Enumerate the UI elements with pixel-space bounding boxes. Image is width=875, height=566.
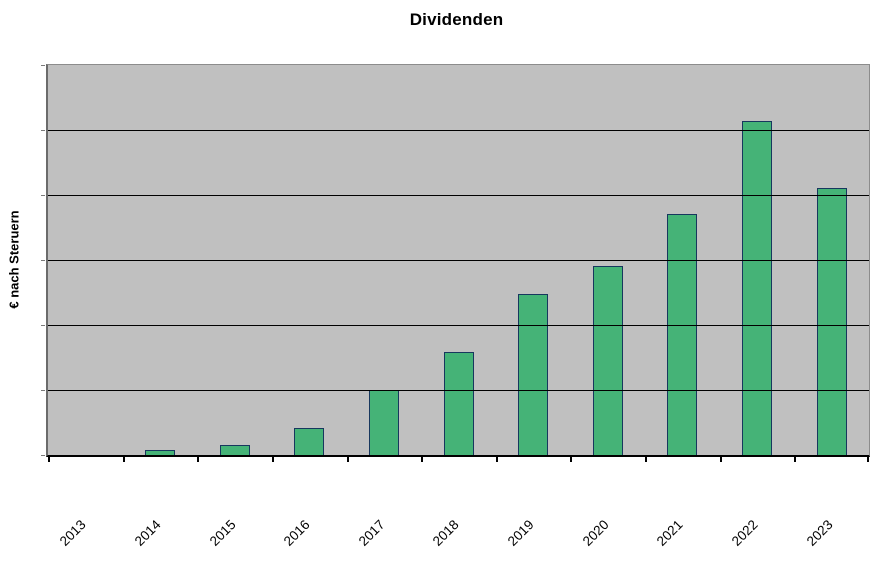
x-axis-tick [421, 457, 423, 462]
x-axis-tick [197, 457, 199, 462]
bar-2021 [667, 214, 698, 455]
bar-2016 [294, 428, 325, 455]
x-axis-label-2022: 2022 [728, 517, 761, 549]
bar-2019 [518, 294, 549, 455]
y-axis-tick [41, 390, 45, 391]
x-axis-label-2021: 2021 [653, 517, 686, 549]
x-axis-tick [123, 457, 125, 462]
x-axis-tick [867, 457, 869, 462]
x-axis-label-2018: 2018 [429, 517, 462, 549]
x-axis-tick [272, 457, 274, 462]
bar-2018 [443, 352, 474, 455]
y-axis-title: € nach Steruern [6, 210, 22, 309]
x-axis-label-2015: 2015 [206, 517, 239, 549]
x-axis-tick [347, 457, 349, 462]
gridline [48, 195, 869, 196]
x-axis-label-2019: 2019 [504, 517, 537, 549]
x-axis-tick [794, 457, 796, 462]
x-axis-tick [720, 457, 722, 462]
x-axis-tick [496, 457, 498, 462]
y-axis-tick [41, 260, 45, 261]
chart-title: Dividenden [409, 10, 504, 29]
x-axis-label-2017: 2017 [355, 517, 388, 549]
x-axis-label-2016: 2016 [280, 517, 313, 549]
y-axis-tick [41, 455, 45, 456]
bar-2022 [742, 121, 773, 455]
bar-2015 [219, 445, 250, 455]
x-axis-label-2014: 2014 [131, 517, 164, 549]
y-axis-tick [41, 195, 45, 196]
bar-2014 [144, 450, 175, 455]
y-axis-tick [41, 325, 45, 326]
x-axis-tick [570, 457, 572, 462]
bar-2020 [592, 266, 623, 455]
plot-area [41, 64, 870, 462]
gridline [48, 130, 869, 131]
x-axis-labels: 2013 2014 2015 2016 2017 2018 2019 2020 2021 2022… [46, 455, 867, 565]
bar-2017 [368, 390, 399, 455]
x-axis-label-2020: 2020 [579, 517, 612, 549]
gridline [48, 325, 869, 326]
x-axis-tick [48, 457, 50, 462]
x-axis-label-2023: 2023 [803, 517, 836, 549]
y-axis-tick [41, 130, 45, 131]
y-axis-tick [41, 65, 45, 66]
gridline [48, 260, 869, 261]
x-axis-label-2013: 2013 [56, 517, 89, 549]
gridline [48, 390, 869, 391]
bar-2023 [816, 188, 847, 455]
x-axis-tick [645, 457, 647, 462]
